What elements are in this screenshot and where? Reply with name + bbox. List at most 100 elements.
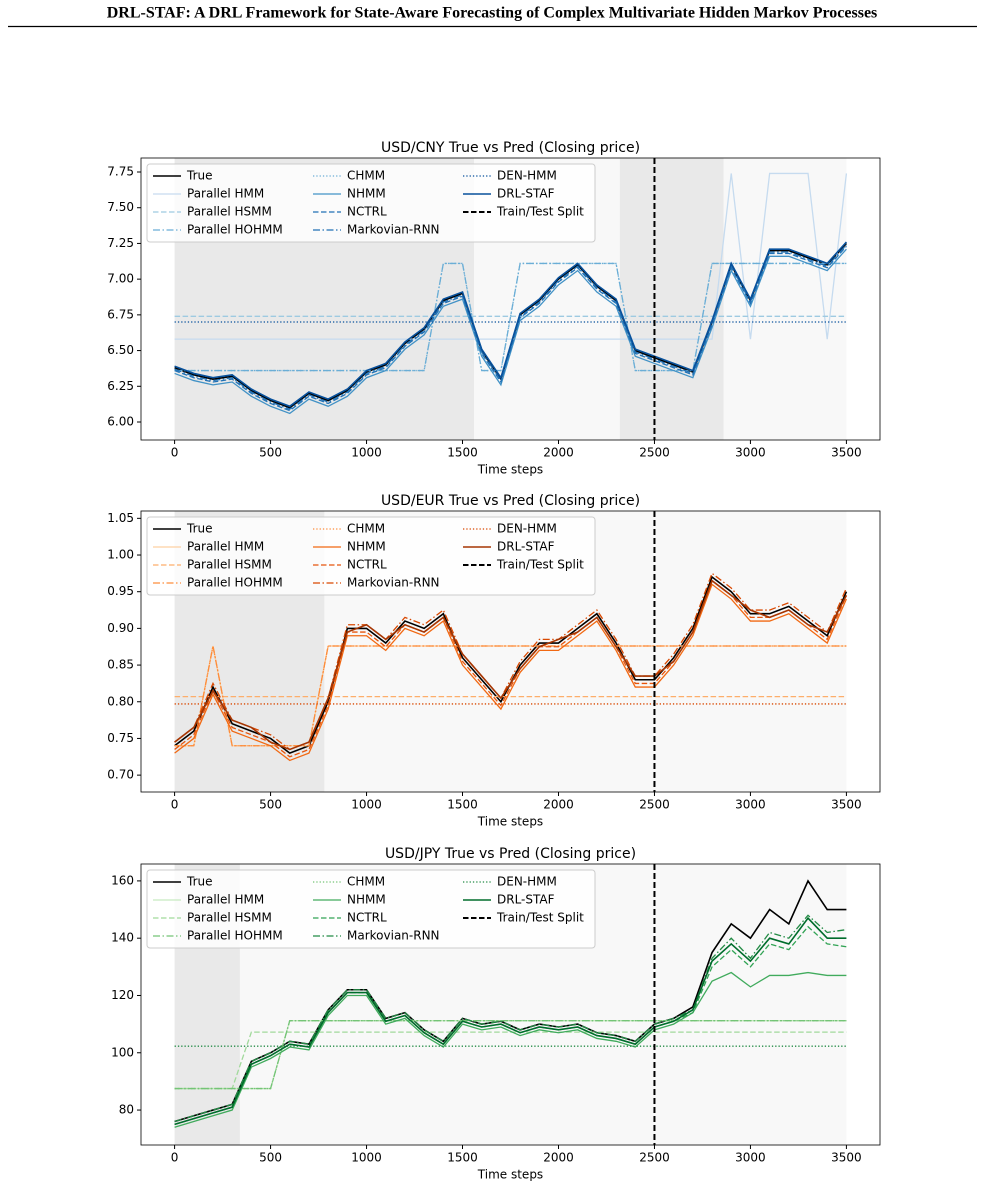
legend-label: DRL-STAF [497,540,555,554]
y-tick-label: 140 [111,931,134,945]
y-tick-label: 0.90 [107,621,134,635]
series-line [174,248,847,415]
legend: True Parallel HMM Parallel HSMM Parallel HO… [146,869,596,949]
legend-label: NHMM [347,893,386,907]
x-tick-label: 1500 [447,1151,478,1165]
legend-box [146,869,596,949]
state-region [619,158,724,440]
x-axis-label: Time steps [477,1168,543,1182]
series-line [174,916,847,1126]
x-tick-label: 0 [171,798,179,812]
legend-label: NCTRL [347,558,387,572]
series-line [174,172,848,340]
axes-frame [140,510,881,793]
y-tick-label: 6.25 [107,379,134,393]
legend-label: Markovian-RNN [347,223,440,237]
series-line [174,579,848,751]
legend-label: CHMM [347,522,385,536]
x-axis-label: Time steps [477,463,543,477]
legend-label: CHMM [347,169,385,183]
legend-label: DEN-HMM [497,522,557,536]
x-tick-label: 2000 [543,446,574,460]
legend-label: Parallel HOHMM [187,929,283,943]
chart: USD/CNY True vs Pred (Closing price) 0 500… [107,140,881,477]
y-tick-label: 7.00 [107,272,134,286]
y-tick-label: 1.00 [107,548,134,562]
legend-label: True [186,169,213,183]
x-tick-label: 0 [171,1151,179,1165]
x-tick-label: 3000 [735,446,766,460]
y-tick-label: 6.75 [107,307,134,321]
legend-label: Train/Test Split [496,558,584,572]
chart-title: USD/CNY True vs Pred (Closing price) [381,140,640,156]
y-tick-label: 6.00 [107,415,134,429]
y-tick-label: 120 [111,988,134,1002]
x-tick-label: 2500 [639,446,670,460]
x-tick-label: 1500 [447,446,478,460]
series-line [174,572,848,751]
x-tick-label: 500 [259,798,282,812]
y-tick-label: 7.25 [107,236,134,250]
legend-label: True [186,522,213,536]
legend-label: CHMM [347,875,385,889]
x-tick-label: 2500 [639,798,670,812]
legend-label: NHMM [347,540,386,554]
legend-label: True [186,875,213,889]
plot-lines [174,879,847,1128]
x-tick-label: 1000 [351,446,382,460]
x-axis-label: Time steps [477,815,543,829]
y-tick-label: 6.50 [107,343,134,357]
y-tick-label: 160 [111,873,134,887]
legend-label: DRL-STAF [497,187,555,201]
series-line [174,645,847,747]
y-tick-label: 0.85 [107,658,134,672]
x-tick-label: 1000 [351,798,382,812]
legend-box [146,163,596,243]
x-tick-label: 1500 [447,798,478,812]
legend-label: Train/Test Split [496,205,584,219]
x-tick-label: 2000 [543,798,574,812]
legend-label: Markovian-RNN [347,929,440,943]
y-tick-label: 1.05 [107,511,134,525]
x-tick-label: 3000 [735,1151,766,1165]
legend-box [146,516,596,596]
plot-lines [174,172,848,415]
x-tick-label: 3500 [831,1151,862,1165]
legend-label: Markovian-RNN [347,576,440,590]
x-tick-label: 2500 [639,1151,670,1165]
y-tick-label: 7.50 [107,200,134,214]
legend-label: NCTRL [347,911,387,925]
x-tick-label: 2000 [543,1151,574,1165]
legend-label: Parallel HOHMM [187,576,283,590]
series-line [174,262,847,372]
x-tick-label: 500 [259,1151,282,1165]
legend-label: DRL-STAF [497,893,555,907]
y-tick-label: 0.95 [107,584,134,598]
y-tick-label: 0.70 [107,768,134,782]
series-line [174,241,848,408]
plot-lines [174,572,848,762]
x-tick-label: 500 [259,446,282,460]
y-tick-label: 0.75 [107,731,134,745]
axes-frame [140,157,881,441]
x-tick-label: 3000 [735,798,766,812]
legend-label: NCTRL [347,205,387,219]
legend: True Parallel HMM Parallel HSMM Parallel HO… [146,163,596,243]
legend-label: DEN-HMM [497,875,557,889]
series-line [174,914,847,1123]
legend-label: NHMM [347,187,386,201]
series-line [174,583,848,762]
chart-title: USD/JPY True vs Pred (Closing price) [385,846,636,862]
y-tick-label: 100 [111,1045,134,1059]
legend-label: Parallel HSMM [187,558,272,572]
series-line [174,579,848,758]
chart: USD/JPY True vs Pred (Closing price) 0 500… [111,846,881,1182]
legend-label: Parallel HMM [187,540,264,554]
y-tick-label: 0.80 [107,694,134,708]
paper-title: DRL-STAF: A DRL Framework for State-Awar… [107,5,878,22]
series-line [174,1020,847,1090]
legend: True Parallel HMM Parallel HSMM Parallel HO… [146,516,596,596]
legend-label: Parallel HMM [187,187,264,201]
